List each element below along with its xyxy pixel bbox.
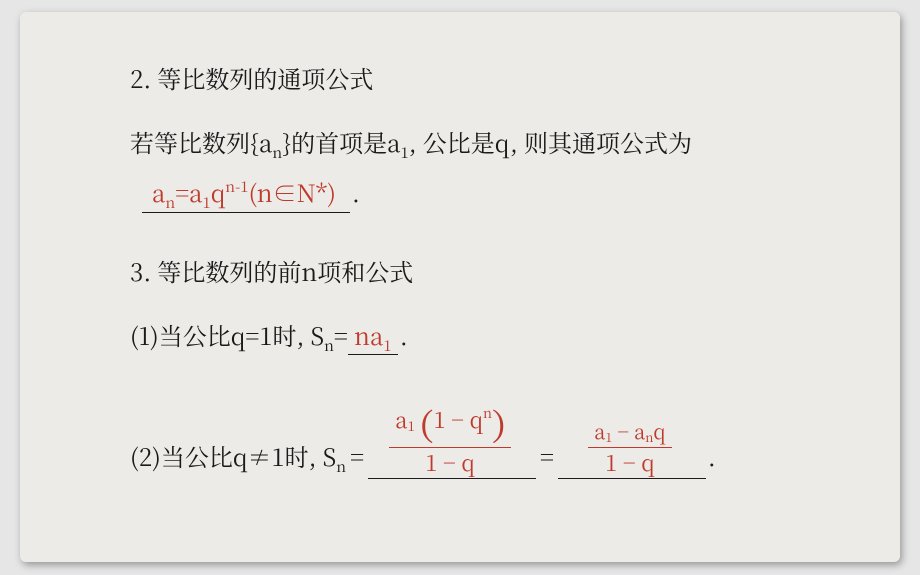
sec3-title: 3. 等比数列的前n项和公式 bbox=[130, 253, 860, 289]
sec2-period: . bbox=[352, 174, 360, 209]
sec2-f-a-sub: n bbox=[165, 192, 175, 213]
sec2-lead-a-sub: n bbox=[272, 142, 282, 163]
c2-f2-tail: q bbox=[653, 416, 665, 445]
sec3-case1: (1)当公比q=1时, Sn=na1. bbox=[130, 317, 860, 355]
sec2-f-qsup: n-1 bbox=[225, 176, 248, 197]
sec2-f-tail: (n∈N*) bbox=[248, 174, 336, 209]
sec2-f-eq-sub: 1 bbox=[203, 192, 211, 213]
c2-blank2: a1 − anq 1 − q bbox=[558, 417, 706, 479]
sec3-case2: (2)当公比q≠1时, Sn= a1 (1 − qn) 1 − q = a1 −… bbox=[130, 405, 860, 479]
c1-ans-sub: 1 bbox=[383, 335, 391, 356]
sec2-f-eq: =a bbox=[175, 174, 202, 209]
c2-period: . bbox=[708, 438, 716, 479]
c1-eq: = bbox=[334, 317, 348, 352]
sec2-lead-c: , 公比是q, 则其通项公式为 bbox=[409, 124, 692, 159]
c2-frac2: a1 − anq 1 − q bbox=[588, 417, 671, 478]
sec2-lead: 若等比数列{an}的首项是a1, 公比是q, 则其通项公式为 bbox=[130, 124, 860, 160]
c1-ans-a: na bbox=[354, 317, 383, 352]
c2-f1-a: a bbox=[395, 404, 407, 435]
c2-frac1: a1 (1 − qn) 1 − q bbox=[389, 405, 511, 478]
c2-lead: (2)当公比q≠1时, S bbox=[130, 438, 336, 473]
c2-f2-den: 1 − q bbox=[588, 447, 671, 478]
sec2-lead-b-sub: 1 bbox=[401, 142, 409, 163]
c1-ans: na1 bbox=[354, 317, 391, 352]
c2-f1-expr: 1 − q bbox=[433, 404, 482, 435]
c2-f1-lp: ( bbox=[421, 409, 434, 445]
c2-f1-sup: n bbox=[483, 402, 492, 422]
sec2-title: 2. 等比数列的通项公式 bbox=[130, 60, 860, 96]
c2-f2-num: a1 − anq bbox=[588, 417, 671, 447]
c2-f2-a: a bbox=[594, 416, 605, 445]
sec2-lead-a: 若等比数列{a bbox=[130, 124, 272, 159]
sec2-lead-b: }的首项是a bbox=[282, 124, 400, 159]
c2-f1-den: 1 − q bbox=[389, 447, 511, 478]
slide-card: 2. 等比数列的通项公式 若等比数列{an}的首项是a1, 公比是q, 则其通项… bbox=[20, 12, 900, 562]
c2-f1-asub: 1 bbox=[407, 415, 415, 435]
c1-period: . bbox=[400, 317, 408, 352]
c1-lead: (1)当公比q=1时, S bbox=[130, 317, 324, 352]
sec2-formula-blank: an=a1qn-1(n∈N*) bbox=[142, 174, 350, 213]
c2-eq2: = bbox=[540, 438, 554, 479]
sec2-f-a: a bbox=[152, 174, 165, 209]
c2-prefix: (2)当公比q≠1时, Sn= bbox=[130, 438, 368, 479]
sec2-formula: an=a1qn-1(n∈N*) bbox=[152, 174, 336, 209]
sec2-formula-line: an=a1qn-1(n∈N*) . bbox=[142, 174, 860, 213]
c2-f1-num: a1 (1 − qn) bbox=[389, 405, 511, 447]
c2-lead-sub: n bbox=[336, 456, 346, 477]
sec2-f-q: q bbox=[211, 174, 226, 209]
c2-f2-mid: − a bbox=[612, 416, 645, 445]
c2-blank1: a1 (1 − qn) 1 − q bbox=[368, 405, 536, 479]
c1-blank: na1 bbox=[348, 317, 398, 355]
c2-eq: = bbox=[350, 438, 364, 473]
c2-f1-rp: ) bbox=[492, 409, 505, 445]
c1-lead-sub: n bbox=[324, 335, 334, 356]
